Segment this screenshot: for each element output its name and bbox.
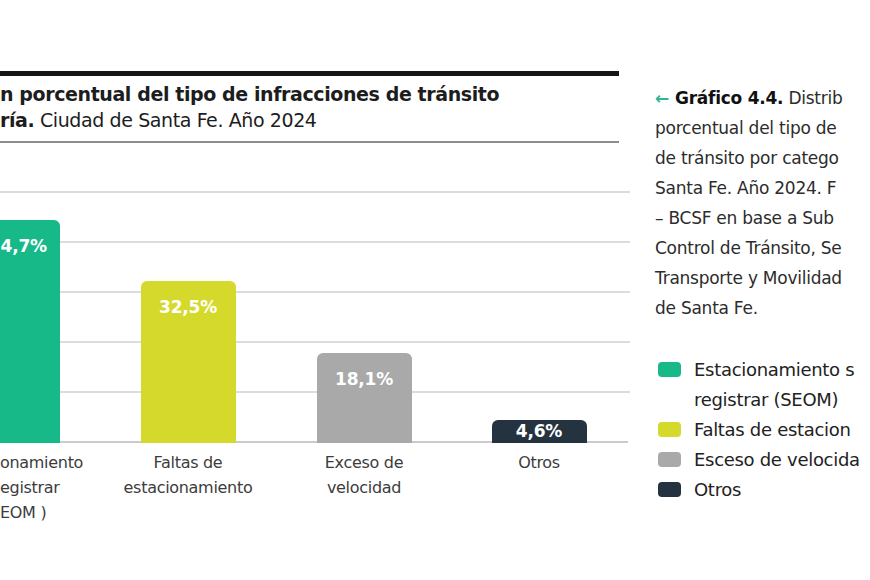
legend-label: Estacionamiento sregistrar (SEOM) (694, 355, 854, 415)
bar-value-label: 4,6% (492, 420, 587, 443)
legend-label-line: Estacionamiento s (694, 355, 854, 385)
legend-swatch-icon (658, 362, 681, 377)
gridline (0, 341, 630, 343)
legend-swatch-icon (658, 482, 681, 497)
bar: 18,1% (317, 353, 412, 444)
caption-line: – BCSF en base a Sub (655, 203, 843, 233)
gridline (0, 391, 630, 393)
category-label-line: estacionamiento (93, 475, 283, 500)
figure-canvas: { "header": { "title_line1": "n porcentu… (0, 0, 870, 580)
legend-label-line: registrar (SEOM) (694, 385, 854, 415)
category-label-line: Exceso de (269, 450, 459, 475)
chart-subtitle-bold: ría. (0, 109, 34, 131)
caption-line: porcentual del tipo de (655, 113, 843, 143)
chart-title: n porcentual del tipo de infracciones de… (0, 83, 499, 105)
legend-label: Esceso de velocida (694, 445, 860, 475)
header-top-rule (0, 71, 619, 76)
category-label: Faltas deestacionamiento (93, 450, 283, 500)
gridline (0, 241, 630, 243)
category-label-line: onamiento (0, 450, 83, 475)
category-label-line: Otros (444, 450, 634, 475)
plot-area: 4,7%onamientoegistrarEOM )32,5%Faltas de… (0, 143, 640, 443)
gridline (0, 141, 619, 143)
legend-row: Faltas de estacion (658, 415, 860, 445)
bar: 4,6% (492, 420, 587, 443)
category-label: Exceso develocidad (269, 450, 459, 500)
legend-label: Faltas de estacion (694, 415, 851, 445)
caption-line: Control de Tránsito, Se (655, 233, 843, 263)
legend-row: Otros (658, 475, 860, 505)
category-label-line: EOM ) (0, 500, 83, 525)
chart-subtitle-rest: Ciudad de Santa Fe. Año 2024 (34, 109, 316, 131)
legend-label-line: Faltas de estacion (694, 415, 851, 445)
legend-swatch-icon (658, 452, 681, 467)
caption-line: de Santa Fe. (655, 293, 843, 323)
left-arrow-icon: ← (655, 88, 669, 108)
chart-legend: Estacionamiento sregistrar (SEOM)Faltas … (658, 355, 860, 505)
legend-row: Esceso de velocida (658, 445, 860, 475)
figure-caption: ← Gráfico 4.4. Distrib porcentual del tip… (655, 83, 843, 323)
bar-value-label: 18,1% (317, 369, 412, 389)
category-label: Otros (444, 450, 634, 475)
caption-line: Transporte y Movilidad (655, 263, 843, 293)
category-label: onamientoegistrarEOM ) (0, 450, 83, 525)
caption-line: Santa Fe. Año 2024. F (655, 173, 843, 203)
legend-label-line: Otros (694, 475, 741, 505)
legend-swatch-icon (658, 422, 681, 437)
category-label-line: egistrar (0, 475, 83, 500)
bar: 32,5% (141, 281, 236, 444)
legend-label-line: Esceso de velocida (694, 445, 860, 475)
gridline (0, 291, 630, 293)
chart-subtitle: ría. Ciudad de Santa Fe. Año 2024 (0, 109, 317, 131)
bar-value-label: 32,5% (141, 297, 236, 317)
caption-line: ← Gráfico 4.4. Distrib (655, 83, 843, 113)
bar: 4,7% (0, 220, 60, 444)
caption-line1-rest: Distrib (783, 88, 842, 108)
gridline (0, 191, 630, 193)
legend-label: Otros (694, 475, 741, 505)
category-label-line: velocidad (269, 475, 459, 500)
bar-value-label: 4,7% (0, 236, 60, 256)
caption-line: de tránsito por catego (655, 143, 843, 173)
legend-row: Estacionamiento sregistrar (SEOM) (658, 355, 860, 415)
caption-figure-number: Gráfico 4.4. (675, 88, 783, 108)
category-label-line: Faltas de (93, 450, 283, 475)
